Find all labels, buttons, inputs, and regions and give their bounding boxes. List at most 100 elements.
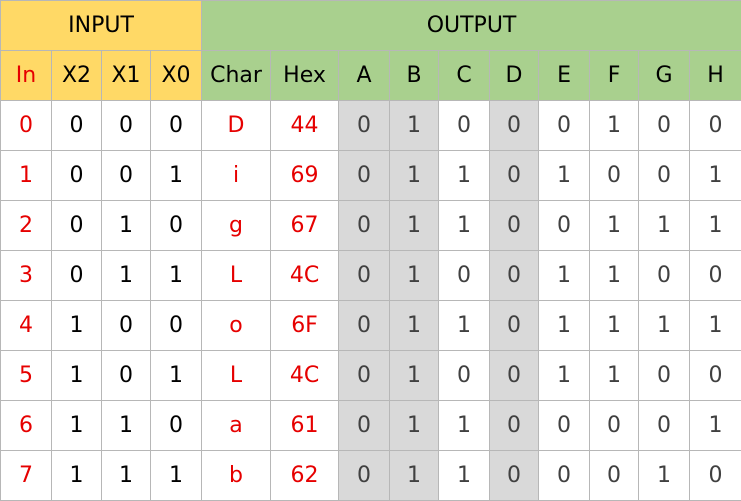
cell-bit-a: 0: [338, 150, 391, 201]
cell-bit-a: 0: [338, 400, 391, 451]
cell-hex: 4C: [270, 350, 340, 401]
table-row: 7 1 1 1 b 62 0 1 1 0 0 0 1 0: [0, 450, 741, 501]
cell-in: 1: [0, 150, 52, 201]
cell-bit-a: 0: [338, 100, 391, 151]
cell-bit-d: 0: [489, 200, 540, 251]
cell-bit-f: 1: [589, 200, 640, 251]
cell-bit-g: 0: [638, 350, 691, 401]
column-header-d: D: [489, 50, 540, 101]
column-header-e: E: [538, 50, 591, 101]
cell-x2: 1: [51, 350, 102, 401]
cell-bit-h: 1: [689, 300, 741, 351]
cell-char: i: [201, 150, 272, 201]
cell-x2: 1: [51, 450, 102, 501]
cell-bit-g: 1: [638, 200, 691, 251]
cell-x1: 0: [101, 100, 151, 151]
column-header-a: A: [338, 50, 391, 101]
cell-bit-a: 0: [338, 250, 391, 301]
cell-char: g: [201, 200, 272, 251]
cell-bit-g: 0: [638, 100, 691, 151]
column-header-c: C: [438, 50, 491, 101]
cell-bit-h: 0: [689, 250, 741, 301]
table-row: 0 0 0 0 D 44 0 1 0 0 0 1 0 0: [0, 100, 741, 151]
cell-bit-h: 0: [689, 450, 741, 501]
cell-bit-d: 0: [489, 150, 540, 201]
cell-in: 4: [0, 300, 52, 351]
cell-bit-d: 0: [489, 250, 540, 301]
column-header-g: G: [638, 50, 691, 101]
cell-bit-f: 0: [589, 400, 640, 451]
group-header-row: INPUT OUTPUT: [0, 0, 741, 51]
cell-x1: 1: [101, 400, 151, 451]
cell-bit-c: 1: [438, 300, 491, 351]
cell-bit-g: 0: [638, 250, 691, 301]
cell-bit-f: 0: [589, 150, 640, 201]
cell-char: o: [201, 300, 272, 351]
cell-hex: 6F: [270, 300, 340, 351]
cell-in: 5: [0, 350, 52, 401]
cell-x1: 1: [101, 250, 151, 301]
cell-hex: 4C: [270, 250, 340, 301]
cell-bit-c: 0: [438, 350, 491, 401]
cell-bit-c: 0: [438, 250, 491, 301]
column-header-h: H: [689, 50, 741, 101]
cell-bit-f: 1: [589, 300, 640, 351]
column-header-x2: X2: [51, 50, 102, 101]
cell-bit-a: 0: [338, 450, 391, 501]
table-row: 5 1 0 1 L 4C 0 1 0 0 1 1 0 0: [0, 350, 741, 401]
cell-x1: 1: [101, 200, 151, 251]
table-row: 3 0 1 1 L 4C 0 1 0 0 1 1 0 0: [0, 250, 741, 301]
cell-bit-c: 1: [438, 400, 491, 451]
cell-x1: 0: [101, 300, 151, 351]
cell-bit-e: 1: [538, 350, 591, 401]
cell-x2: 0: [51, 250, 102, 301]
cell-bit-h: 1: [689, 150, 741, 201]
cell-bit-a: 0: [338, 350, 391, 401]
column-header-row: In X2 X1 X0 Char Hex A B C D E F G H: [0, 50, 741, 101]
cell-x0: 1: [149, 350, 203, 401]
cell-char: a: [201, 400, 272, 451]
column-header-hex: Hex: [270, 50, 340, 101]
cell-x2: 0: [51, 200, 102, 251]
cell-bit-b: 1: [389, 400, 440, 451]
cell-bit-b: 1: [389, 250, 440, 301]
cell-hex: 44: [270, 100, 340, 151]
table-row: 4 1 0 0 o 6F 0 1 1 0 1 1 1 1: [0, 300, 741, 351]
column-header-char: Char: [201, 50, 272, 101]
cell-x2: 0: [51, 150, 102, 201]
cell-bit-d: 0: [489, 450, 540, 501]
input-group-header: INPUT: [0, 0, 203, 51]
cell-bit-h: 1: [689, 400, 741, 451]
table-row: 6 1 1 0 a 61 0 1 1 0 0 0 0 1: [0, 400, 741, 451]
cell-hex: 62: [270, 450, 340, 501]
column-header-b: B: [389, 50, 440, 101]
cell-bit-h: 0: [689, 100, 741, 151]
column-header-x0: X0: [149, 50, 203, 101]
cell-bit-c: 1: [438, 150, 491, 201]
cell-hex: 67: [270, 200, 340, 251]
output-group-header: OUTPUT: [201, 0, 741, 51]
cell-bit-e: 0: [538, 100, 591, 151]
cell-x2: 1: [51, 400, 102, 451]
cell-bit-g: 0: [638, 400, 691, 451]
cell-bit-b: 1: [389, 200, 440, 251]
cell-bit-g: 0: [638, 150, 691, 201]
cell-bit-b: 1: [389, 150, 440, 201]
cell-bit-c: 1: [438, 200, 491, 251]
cell-char: b: [201, 450, 272, 501]
cell-char: L: [201, 250, 272, 301]
cell-bit-c: 0: [438, 100, 491, 151]
cell-bit-e: 0: [538, 200, 591, 251]
cell-bit-e: 1: [538, 300, 591, 351]
cell-bit-f: 1: [589, 100, 640, 151]
cell-bit-d: 0: [489, 350, 540, 401]
cell-bit-f: 1: [589, 250, 640, 301]
cell-bit-d: 0: [489, 300, 540, 351]
cell-bit-h: 0: [689, 350, 741, 401]
cell-bit-d: 0: [489, 100, 540, 151]
cell-bit-g: 1: [638, 450, 691, 501]
cell-bit-e: 0: [538, 400, 591, 451]
cell-x0: 1: [149, 150, 203, 201]
cell-char: D: [201, 100, 272, 151]
